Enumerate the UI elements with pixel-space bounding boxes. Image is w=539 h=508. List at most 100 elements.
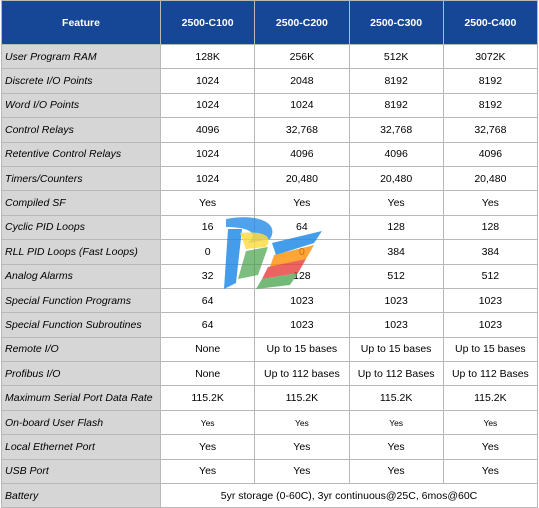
value-cell: 1023 bbox=[442, 312, 539, 338]
table-row: RLL PID Loops (Fast Loops) 0 0 384 384 bbox=[1, 239, 539, 265]
value-cell: Yes bbox=[348, 190, 444, 216]
value-cell: 115.2K bbox=[254, 385, 350, 411]
value-cell: 8192 bbox=[348, 68, 444, 94]
table-row: Remote I/O None Up to 15 bases Up to 15 … bbox=[1, 336, 539, 363]
value-cell: Yes bbox=[254, 409, 350, 436]
value-cell: Up to 15 bases bbox=[254, 336, 350, 363]
header-row: Feature 2500-C100 2500-C200 2500-C300 25… bbox=[1, 0, 539, 45]
value-cell: 32,768 bbox=[254, 117, 350, 143]
table-row: Compiled SF Yes Yes Yes Yes bbox=[1, 190, 539, 216]
value-cell: 4096 bbox=[442, 141, 539, 167]
feature-label: Word I/O Points bbox=[1, 92, 161, 119]
value-cell: 64 bbox=[159, 312, 256, 338]
value-cell: 64 bbox=[254, 214, 350, 241]
table-row: On-board User Flash Yes Yes Yes Yes bbox=[1, 409, 539, 436]
value-cell: 1024 bbox=[159, 68, 256, 94]
feature-label: Profibus I/O bbox=[1, 361, 161, 387]
value-cell: 115.2K bbox=[159, 385, 256, 411]
feature-label: Maximum Serial Port Data Rate bbox=[1, 385, 161, 411]
value-cell: Up to 112 Bases bbox=[442, 361, 539, 387]
header-2500-c100: 2500-C100 bbox=[159, 0, 256, 45]
feature-label: Remote I/O bbox=[1, 336, 161, 363]
value-cell: 8192 bbox=[348, 92, 444, 119]
value-cell: 512K bbox=[348, 43, 444, 70]
feature-label: Retentive Control Relays bbox=[1, 141, 161, 167]
value-cell: Yes bbox=[348, 434, 444, 460]
value-cell: Yes bbox=[442, 434, 539, 460]
header-feature: Feature bbox=[1, 0, 161, 45]
feature-label: Compiled SF bbox=[1, 190, 161, 216]
value-cell: 20,480 bbox=[442, 165, 539, 192]
value-cell: 2048 bbox=[254, 68, 350, 94]
table-row: Analog Alarms 32 128 512 512 bbox=[1, 263, 539, 289]
table-row: Word I/O Points 1024 1024 8192 8192 bbox=[1, 92, 539, 119]
feature-label: Special Function Programs bbox=[1, 287, 161, 314]
value-cell: Yes bbox=[159, 458, 256, 485]
value-cell: Yes bbox=[159, 409, 256, 436]
battery-value: 5yr storage (0-60C), 3yr continuous@25C,… bbox=[160, 483, 538, 508]
value-cell: 4096 bbox=[159, 117, 256, 143]
value-cell: 1023 bbox=[442, 287, 539, 314]
value-cell: None bbox=[159, 361, 256, 387]
feature-label: User Program RAM bbox=[1, 43, 161, 70]
feature-label: Battery bbox=[1, 483, 161, 508]
table-row-battery: Battery 5yr storage (0-60C), 3yr continu… bbox=[1, 483, 538, 508]
feature-label: On-board User Flash bbox=[1, 409, 161, 436]
table-row: Timers/Counters 1024 20,480 20,480 20,48… bbox=[1, 165, 539, 192]
value-cell: 32,768 bbox=[348, 117, 444, 143]
value-cell: Yes bbox=[348, 409, 444, 436]
value-cell: 256K bbox=[254, 43, 350, 70]
feature-label: Timers/Counters bbox=[1, 165, 161, 192]
value-cell: 128 bbox=[442, 214, 539, 241]
table-row: User Program RAM 128K 256K 512K 3072K bbox=[1, 43, 539, 70]
value-cell: Yes bbox=[442, 190, 539, 216]
table-row: Special Function Subroutines 64 1023 102… bbox=[1, 312, 539, 338]
value-cell: 32,768 bbox=[442, 117, 539, 143]
feature-label: Control Relays bbox=[1, 117, 161, 143]
value-cell: Up to 15 bases bbox=[348, 336, 444, 363]
value-cell: 115.2K bbox=[348, 385, 444, 411]
value-cell: 1023 bbox=[254, 312, 350, 338]
value-cell: 512 bbox=[442, 263, 539, 289]
value-cell: 1024 bbox=[254, 92, 350, 119]
table-row: Special Function Programs 64 1023 1023 1… bbox=[1, 287, 539, 314]
table-row: Cyclic PID Loops 16 64 128 128 bbox=[1, 214, 539, 241]
value-cell: 1024 bbox=[159, 165, 256, 192]
table-row: Maximum Serial Port Data Rate 115.2K 115… bbox=[1, 385, 539, 411]
value-cell: Up to 112 bases bbox=[254, 361, 350, 387]
value-cell: 128 bbox=[348, 214, 444, 241]
table-row: Profibus I/O None Up to 112 bases Up to … bbox=[1, 361, 539, 387]
feature-label: Discrete I/O Points bbox=[1, 68, 161, 94]
table-row: Control Relays 4096 32,768 32,768 32,768 bbox=[1, 117, 539, 143]
value-cell: 115.2K bbox=[442, 385, 539, 411]
value-cell: 1023 bbox=[348, 287, 444, 314]
feature-label: Local Ethernet Port bbox=[1, 434, 161, 460]
value-cell: Yes bbox=[442, 458, 539, 485]
value-cell: 0 bbox=[254, 239, 350, 265]
value-cell: 4096 bbox=[348, 141, 444, 167]
value-cell: Up to 15 bases bbox=[442, 336, 539, 363]
value-cell: 384 bbox=[348, 239, 444, 265]
value-cell: 1023 bbox=[254, 287, 350, 314]
table-row: Retentive Control Relays 1024 4096 4096 … bbox=[1, 141, 539, 167]
value-cell: Yes bbox=[348, 458, 444, 485]
value-cell: Yes bbox=[442, 409, 539, 436]
feature-label: USB Port bbox=[1, 458, 161, 485]
value-cell: 32 bbox=[159, 263, 256, 289]
value-cell: 8192 bbox=[442, 68, 539, 94]
value-cell: 3072K bbox=[442, 43, 539, 70]
table-row: Local Ethernet Port Yes Yes Yes Yes bbox=[1, 434, 539, 460]
feature-label: Special Function Subroutines bbox=[1, 312, 161, 338]
value-cell: None bbox=[159, 336, 256, 363]
value-cell: 20,480 bbox=[348, 165, 444, 192]
table-row: Discrete I/O Points 1024 2048 8192 8192 bbox=[1, 68, 539, 94]
feature-label: Cyclic PID Loops bbox=[1, 214, 161, 241]
value-cell: 8192 bbox=[442, 92, 539, 119]
value-cell: Yes bbox=[159, 434, 256, 460]
value-cell: 128K bbox=[159, 43, 256, 70]
header-2500-c200: 2500-C200 bbox=[254, 0, 350, 45]
value-cell: 128 bbox=[254, 263, 350, 289]
header-2500-c300: 2500-C300 bbox=[348, 0, 444, 45]
value-cell: 1024 bbox=[159, 92, 256, 119]
